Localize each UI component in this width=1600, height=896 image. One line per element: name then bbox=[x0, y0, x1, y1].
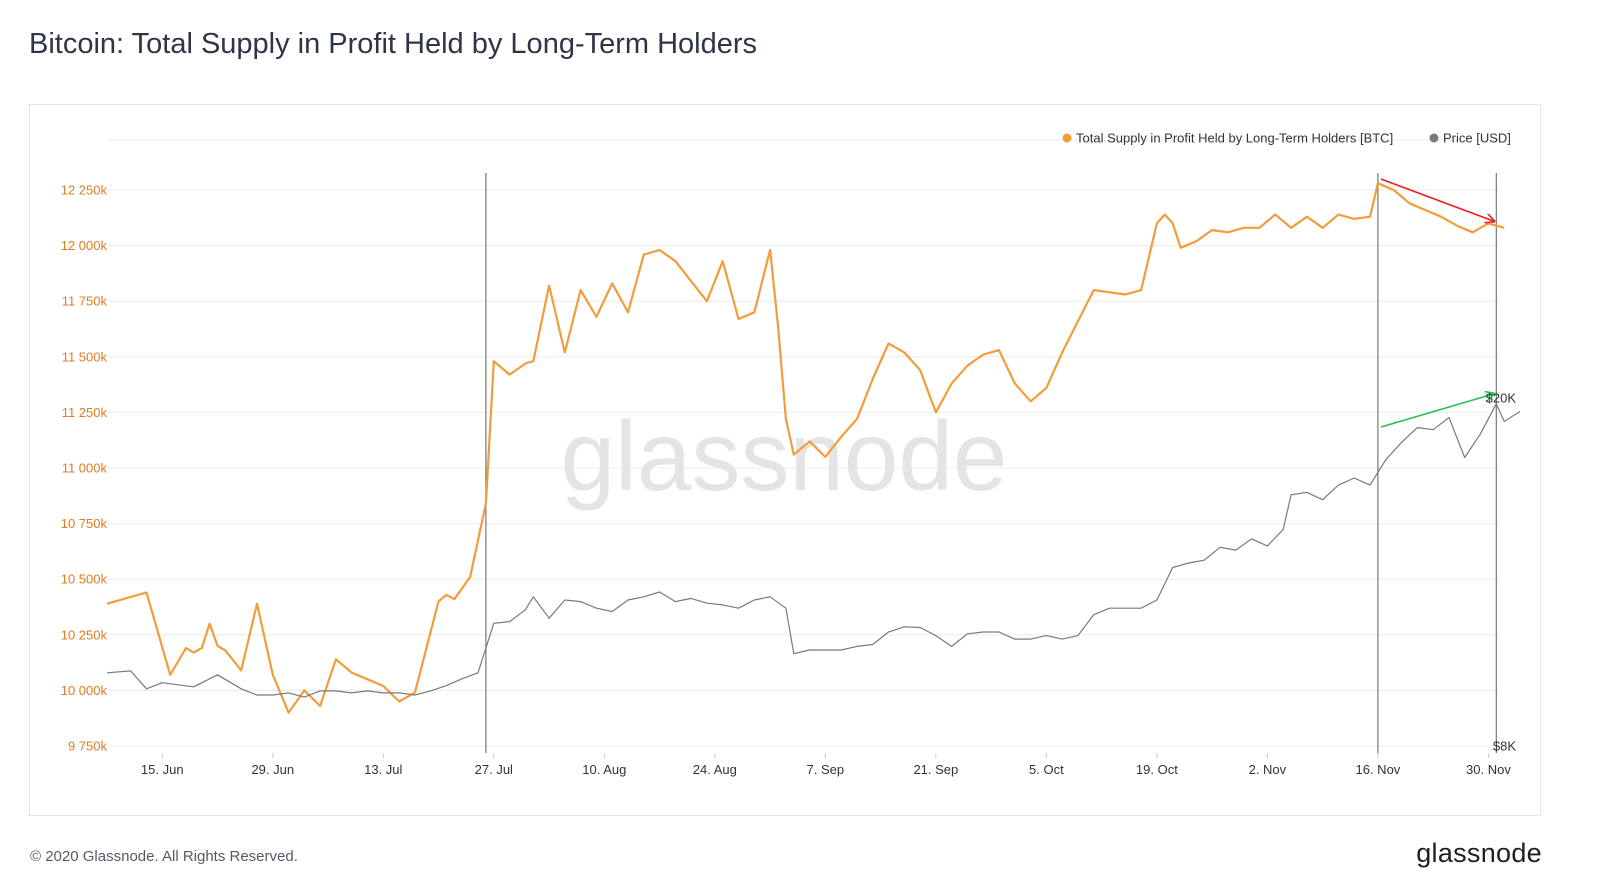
x-tick-label: 13. Jul bbox=[364, 762, 402, 777]
x-tick-label: 21. Sep bbox=[913, 762, 958, 777]
rise-arrow bbox=[1380, 394, 1493, 428]
x-tick-label: 16. Nov bbox=[1356, 762, 1401, 777]
trend-arrows bbox=[1380, 178, 1493, 428]
price-series-line[interactable] bbox=[106, 403, 1521, 698]
watermark: glassnode bbox=[561, 401, 1008, 511]
glassnode-logo[interactable]: glassnode bbox=[1416, 838, 1542, 868]
y-tick-label: 11 500k bbox=[62, 349, 108, 364]
y-tick-label: 10 500k bbox=[61, 572, 108, 587]
y-tick-label: 12 250k bbox=[61, 183, 108, 198]
chart-title: Bitcoin: Total Supply in Profit Held by … bbox=[29, 28, 758, 60]
chart-panel: glassnode 9 750k 10 000k 10 250k 10 500k 10 … bbox=[29, 104, 1541, 816]
y-tick-label: 10 250k bbox=[61, 627, 108, 642]
y-tick-label: 10 750k bbox=[61, 516, 108, 531]
x-tick-label: 5. Oct bbox=[1029, 762, 1064, 777]
supply-series-line[interactable] bbox=[106, 182, 1505, 714]
y2-tick-label: $20K bbox=[1486, 391, 1517, 406]
legend[interactable]: Total Supply in Profit Held by Long-Term… bbox=[1062, 131, 1511, 146]
y-tick-label: 11 000k bbox=[62, 461, 108, 476]
legend-supply-swatch bbox=[1062, 133, 1072, 143]
series-lines bbox=[106, 182, 1521, 714]
y-tick-label: 9 750k bbox=[68, 739, 108, 754]
grid-lines bbox=[107, 139, 1500, 747]
y-tick-label: 11 750k bbox=[62, 294, 108, 309]
y-axis-right: $8K $20K bbox=[1486, 391, 1517, 754]
y-tick-label: 11 250k bbox=[62, 405, 108, 420]
vertical-markers bbox=[485, 173, 1497, 753]
legend-price-swatch bbox=[1429, 133, 1439, 143]
x-tick-label: 24. Aug bbox=[693, 762, 737, 777]
footer-copyright: © 2020 Glassnode. All Rights Reserved. bbox=[30, 848, 298, 865]
x-tick-label: 15. Jun bbox=[141, 762, 184, 777]
x-tick-label: 30. Nov bbox=[1466, 762, 1511, 777]
chart-svg: glassnode 9 750k 10 000k 10 250k 10 500k 10 … bbox=[61, 131, 1521, 777]
legend-supply-label[interactable]: Total Supply in Profit Held by Long-Term… bbox=[1076, 131, 1393, 146]
x-tick-label: 29. Jun bbox=[251, 762, 294, 777]
x-tick-label: 27. Jul bbox=[475, 762, 513, 777]
y-tick-label: 10 000k bbox=[61, 683, 108, 698]
y2-tick-label: $8K bbox=[1493, 739, 1516, 754]
x-tick-label: 19. Oct bbox=[1136, 762, 1178, 777]
legend-price-label[interactable]: Price [USD] bbox=[1443, 131, 1511, 146]
y-axis-left: 9 750k 10 000k 10 250k 10 500k 10 750k 11 000… bbox=[61, 183, 108, 754]
y-tick-label: 12 000k bbox=[61, 238, 108, 253]
decline-arrow bbox=[1380, 178, 1493, 221]
x-tick-label: 10. Aug bbox=[582, 762, 626, 777]
x-tick-label: 7. Sep bbox=[807, 762, 845, 777]
x-tick-label: 2. Nov bbox=[1249, 762, 1287, 777]
x-axis: 15. Jun 29. Jun 13. Jul 27. Jul 10. Aug 24. A… bbox=[141, 753, 1511, 777]
